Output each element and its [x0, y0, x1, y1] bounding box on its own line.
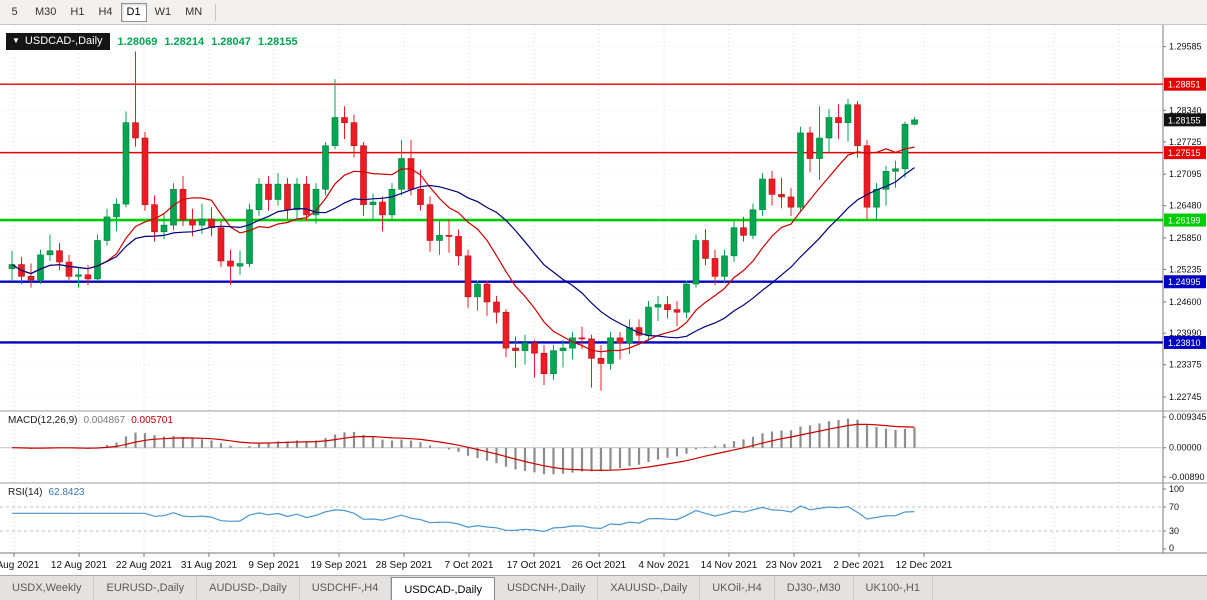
- svg-text:30: 30: [1169, 526, 1179, 536]
- svg-text:17 Oct 2021: 17 Oct 2021: [507, 560, 562, 571]
- svg-text:-0.00890: -0.00890: [1169, 472, 1205, 482]
- timeframe-w1-button[interactable]: W1: [149, 3, 178, 22]
- svg-text:1.22745: 1.22745: [1169, 392, 1202, 402]
- rsi-name: RSI(14): [8, 487, 43, 498]
- symbol-selector[interactable]: ▼ USDCAD-,Daily: [6, 33, 110, 50]
- tab-ukoil-h4[interactable]: UKOil-,H4: [700, 576, 775, 600]
- grid: [0, 25, 1163, 553]
- candles: [8, 51, 918, 391]
- price-badge-1.26199: [1164, 213, 1206, 227]
- svg-text:1.24600: 1.24600: [1169, 297, 1202, 307]
- svg-text:26 Oct 2021: 26 Oct 2021: [572, 560, 627, 571]
- chart-tabs-bar: USDX,Weekly EURUSD-,Daily AUDUSD-,Daily …: [0, 575, 1207, 600]
- svg-text:1.28851: 1.28851: [1168, 80, 1201, 90]
- svg-text:3 Aug 2021: 3 Aug 2021: [0, 560, 40, 571]
- timeframe-m5-button[interactable]: 5: [2, 3, 27, 22]
- rsi-value: 62.8423: [48, 487, 85, 498]
- svg-text:19 Sep 2021: 19 Sep 2021: [311, 560, 368, 571]
- price-badge-1.27515: [1164, 146, 1206, 160]
- svg-text:1.26199: 1.26199: [1168, 216, 1201, 226]
- tab-usdcnh-daily[interactable]: USDCNH-,Daily: [495, 576, 599, 600]
- chart-area: 1.29585 1.28340 1.27725 1.27095 1.26480 1.258…: [0, 25, 1207, 575]
- svg-text:1.27515: 1.27515: [1168, 148, 1201, 158]
- price-badge-1.23810: [1164, 335, 1206, 349]
- svg-text:31 Aug 2021: 31 Aug 2021: [181, 560, 238, 571]
- chart-canvas[interactable]: 1.29585 1.28340 1.27725 1.27095 1.26480 1.258…: [0, 25, 1207, 575]
- ma-slow-line: [11, 167, 915, 339]
- tab-uk100-h1[interactable]: UK100-,H1: [854, 576, 933, 600]
- svg-text:1.23375: 1.23375: [1169, 360, 1202, 370]
- svg-text:0.009345: 0.009345: [1169, 412, 1207, 422]
- toolbar-separator: [215, 3, 217, 21]
- timeframe-toolbar: 5 M30 H1 H4 D1 W1 MN: [0, 0, 1207, 25]
- svg-text:1.27725: 1.27725: [1169, 137, 1202, 147]
- svg-text:2 Dec 2021: 2 Dec 2021: [833, 560, 885, 571]
- chevron-down-icon: ▼: [12, 36, 20, 45]
- svg-text:14 Nov 2021: 14 Nov 2021: [701, 560, 758, 571]
- price-badge-1.28851: [1164, 77, 1206, 91]
- svg-text:22 Aug 2021: 22 Aug 2021: [116, 560, 173, 571]
- tab-usdcad-daily[interactable]: USDCAD-,Daily: [391, 577, 495, 600]
- tab-eurusd-daily[interactable]: EURUSD-,Daily: [94, 576, 198, 600]
- svg-text:1.25850: 1.25850: [1169, 233, 1202, 243]
- macd-indicator-label: MACD(12,26,9) 0.004867 0.005701: [8, 415, 173, 426]
- price-axis: 1.29585 1.28340 1.27725 1.27095 1.26480 1.258…: [1162, 25, 1206, 553]
- svg-text:1.28340: 1.28340: [1169, 105, 1202, 115]
- rsi-line: [12, 505, 915, 533]
- svg-text:1.29585: 1.29585: [1169, 42, 1202, 52]
- date-axis: 3 Aug 2021 12 Aug 2021 22 Aug 2021 31 Aug 2…: [0, 553, 953, 571]
- svg-text:4 Nov 2021: 4 Nov 2021: [638, 560, 690, 571]
- svg-text:23 Nov 2021: 23 Nov 2021: [766, 560, 823, 571]
- svg-text:0.00000: 0.00000: [1169, 443, 1202, 453]
- macd-signal-value: 0.005701: [131, 415, 173, 426]
- svg-text:7 Oct 2021: 7 Oct 2021: [445, 560, 494, 571]
- rsi-indicator-label: RSI(14) 62.8423: [8, 487, 85, 498]
- svg-text:1.24995: 1.24995: [1168, 277, 1201, 287]
- symbol-name: USDCAD-,Daily: [24, 35, 103, 47]
- svg-text:100: 100: [1169, 484, 1184, 494]
- svg-text:1.23990: 1.23990: [1169, 328, 1202, 338]
- svg-text:12 Dec 2021: 12 Dec 2021: [896, 560, 953, 571]
- svg-text:1.26480: 1.26480: [1169, 201, 1202, 211]
- svg-text:1.28155: 1.28155: [1168, 115, 1201, 125]
- macd-name: MACD(12,26,9): [8, 415, 78, 426]
- macd-histogram: [20, 418, 916, 475]
- svg-text:1.25235: 1.25235: [1169, 264, 1202, 274]
- timeframe-mn-button[interactable]: MN: [179, 3, 208, 22]
- tab-xauusd-daily[interactable]: XAUUSD-,Daily: [598, 576, 701, 600]
- timeframe-d1-button[interactable]: D1: [120, 2, 147, 22]
- tab-usdchf-h4[interactable]: USDCHF-,H4: [300, 576, 392, 600]
- tab-usdx-weekly[interactable]: USDX,Weekly: [0, 576, 95, 600]
- svg-text:28 Sep 2021: 28 Sep 2021: [376, 560, 433, 571]
- svg-text:12 Aug 2021: 12 Aug 2021: [51, 560, 108, 571]
- price-badge-1.24995: [1164, 275, 1206, 289]
- ma-fast-line: [11, 146, 915, 353]
- svg-text:1.23810: 1.23810: [1168, 338, 1201, 348]
- timeframe-m30-button[interactable]: M30: [29, 3, 62, 22]
- tab-audusd-daily[interactable]: AUDUSD-,Daily: [197, 576, 300, 600]
- svg-text:1.27095: 1.27095: [1169, 169, 1202, 179]
- current-price-badge: [1164, 113, 1206, 127]
- svg-text:0: 0: [1169, 543, 1174, 553]
- tab-dj30-m30[interactable]: DJ30-,M30: [775, 576, 854, 600]
- svg-text:70: 70: [1169, 502, 1179, 512]
- timeframe-h4-button[interactable]: H4: [92, 3, 118, 22]
- macd-main-value: 0.004867: [83, 415, 126, 426]
- svg-text:9 Sep 2021: 9 Sep 2021: [248, 560, 300, 571]
- macd-signal-line: [11, 423, 915, 472]
- timeframe-h1-button[interactable]: H1: [64, 3, 90, 22]
